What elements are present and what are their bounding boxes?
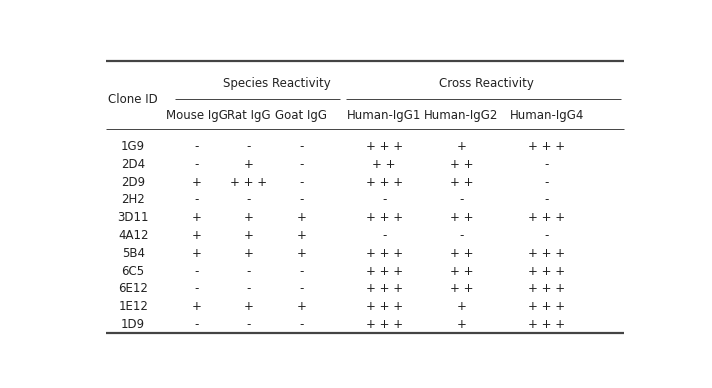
Text: -: - xyxy=(545,158,549,171)
Text: -: - xyxy=(545,194,549,206)
Text: -: - xyxy=(459,194,464,206)
Text: Human-IgG1: Human-IgG1 xyxy=(347,109,422,122)
Text: +: + xyxy=(296,229,306,242)
Text: +: + xyxy=(192,229,201,242)
Text: +: + xyxy=(244,211,254,224)
Text: +: + xyxy=(192,300,201,313)
Text: + +: + + xyxy=(450,265,473,277)
Text: + +: + + xyxy=(450,158,473,171)
Text: -: - xyxy=(194,282,199,295)
Text: -: - xyxy=(247,265,251,277)
Text: -: - xyxy=(247,194,251,206)
Text: -: - xyxy=(299,282,303,295)
Text: + +: + + xyxy=(372,158,396,171)
Text: + + +: + + + xyxy=(528,318,565,331)
Text: +: + xyxy=(296,211,306,224)
Text: -: - xyxy=(545,176,549,189)
Text: + + +: + + + xyxy=(366,300,403,313)
Text: -: - xyxy=(299,194,303,206)
Text: 4A12: 4A12 xyxy=(118,229,148,242)
Text: -: - xyxy=(194,194,199,206)
Text: -: - xyxy=(247,318,251,331)
Text: + + +: + + + xyxy=(528,211,565,224)
Text: -: - xyxy=(299,158,303,171)
Text: + + +: + + + xyxy=(366,282,403,295)
Text: +: + xyxy=(456,318,466,331)
Text: 2D4: 2D4 xyxy=(121,158,145,171)
Text: Goat IgG: Goat IgG xyxy=(276,109,328,122)
Text: -: - xyxy=(459,229,464,242)
Text: -: - xyxy=(299,140,303,153)
Text: 3D11: 3D11 xyxy=(117,211,149,224)
Text: +: + xyxy=(244,229,254,242)
Text: -: - xyxy=(299,318,303,331)
Text: 5B4: 5B4 xyxy=(122,247,145,260)
Text: Human-IgG2: Human-IgG2 xyxy=(424,109,498,122)
Text: +: + xyxy=(296,300,306,313)
Text: +: + xyxy=(456,300,466,313)
Text: +: + xyxy=(244,247,254,260)
Text: + + +: + + + xyxy=(528,282,565,295)
Text: + + +: + + + xyxy=(231,176,268,189)
Text: -: - xyxy=(382,229,387,242)
Text: + +: + + xyxy=(450,176,473,189)
Text: 6E12: 6E12 xyxy=(118,282,148,295)
Text: +: + xyxy=(192,247,201,260)
Text: + + +: + + + xyxy=(366,211,403,224)
Text: -: - xyxy=(194,140,199,153)
Text: Cross Reactivity: Cross Reactivity xyxy=(439,77,534,90)
Text: Rat IgG: Rat IgG xyxy=(227,109,271,122)
Text: + + +: + + + xyxy=(366,318,403,331)
Text: + +: + + xyxy=(450,282,473,295)
Text: Mouse IgG: Mouse IgG xyxy=(166,109,228,122)
Text: +: + xyxy=(192,211,201,224)
Text: +: + xyxy=(456,140,466,153)
Text: + +: + + xyxy=(450,247,473,260)
Text: -: - xyxy=(247,140,251,153)
Text: + + +: + + + xyxy=(528,300,565,313)
Text: -: - xyxy=(545,229,549,242)
Text: +: + xyxy=(296,247,306,260)
Text: -: - xyxy=(247,282,251,295)
Text: + + +: + + + xyxy=(366,265,403,277)
Text: Species Reactivity: Species Reactivity xyxy=(223,77,330,90)
Text: Clone ID: Clone ID xyxy=(108,93,158,106)
Text: -: - xyxy=(194,318,199,331)
Text: 2H2: 2H2 xyxy=(121,194,145,206)
Text: 1D9: 1D9 xyxy=(121,318,145,331)
Text: -: - xyxy=(382,194,387,206)
Text: 1E12: 1E12 xyxy=(118,300,148,313)
Text: + + +: + + + xyxy=(366,247,403,260)
Text: +: + xyxy=(244,158,254,171)
Text: -: - xyxy=(194,265,199,277)
Text: -: - xyxy=(194,158,199,171)
Text: -: - xyxy=(299,265,303,277)
Text: 1G9: 1G9 xyxy=(121,140,145,153)
Text: + + +: + + + xyxy=(366,176,403,189)
Text: + + +: + + + xyxy=(366,140,403,153)
Text: + + +: + + + xyxy=(528,140,565,153)
Text: +: + xyxy=(244,300,254,313)
Text: + + +: + + + xyxy=(528,247,565,260)
Text: +: + xyxy=(192,176,201,189)
Text: 6C5: 6C5 xyxy=(122,265,145,277)
Text: + + +: + + + xyxy=(528,265,565,277)
Text: 2D9: 2D9 xyxy=(121,176,145,189)
Text: -: - xyxy=(299,176,303,189)
Text: + +: + + xyxy=(450,211,473,224)
Text: Human-IgG4: Human-IgG4 xyxy=(510,109,584,122)
